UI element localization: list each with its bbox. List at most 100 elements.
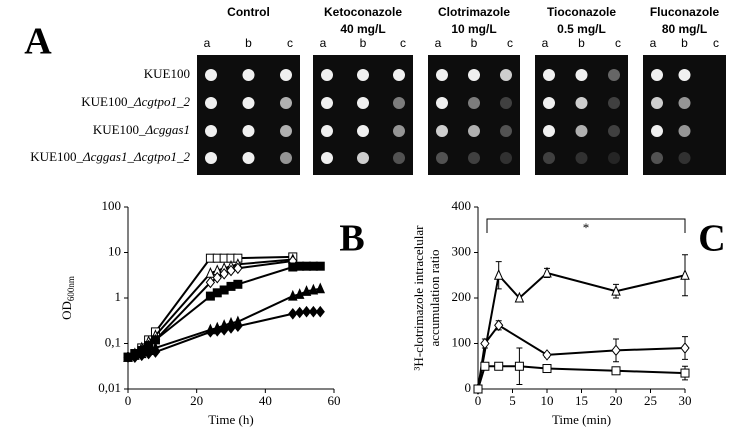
- condition-label: 80 mg/L: [662, 22, 707, 36]
- data-point: [205, 276, 216, 289]
- column-label: c: [287, 36, 293, 50]
- panel-letter: B: [339, 218, 364, 260]
- column-label: b: [681, 36, 688, 50]
- colony-spot: [678, 152, 691, 164]
- x-tick-label: 5: [509, 393, 516, 408]
- colony-spot: [357, 152, 369, 164]
- colony-spot: [543, 152, 555, 164]
- column-label: b: [245, 36, 252, 50]
- colony-spot: [436, 152, 448, 164]
- series-line: [477, 271, 686, 390]
- colony-spot: [205, 97, 217, 109]
- y-axis-label-sub: 600nm: [66, 276, 76, 301]
- y-axis-label: OD600nm: [59, 276, 76, 320]
- x-tick-label: 15: [575, 393, 588, 408]
- strain-label: KUE100_Δcgtpo1_2: [81, 94, 190, 109]
- strain-mutation: Δcggas1: [145, 122, 190, 137]
- data-point: [680, 368, 690, 378]
- data-point: [212, 271, 222, 284]
- condition-label: Fluconazole: [650, 5, 720, 19]
- data-point: [301, 285, 312, 296]
- colony-spot: [242, 69, 255, 81]
- strain-name: KUE100_: [30, 149, 83, 164]
- data-point: [308, 305, 319, 318]
- colony-spot: [500, 125, 512, 137]
- colony-spot: [678, 97, 691, 109]
- strain-mutation: Δcggas1_Δcgtpo1_2: [82, 149, 190, 164]
- x-tick-label: 30: [679, 393, 692, 408]
- data-point: [233, 279, 243, 289]
- panel-letter: C: [698, 218, 725, 260]
- strain-name: KUE100: [144, 66, 190, 81]
- x-tick-label: 60: [328, 393, 341, 408]
- data-point: [301, 305, 312, 318]
- condition-label: 10 mg/L: [451, 22, 496, 36]
- colony-spot: [393, 125, 405, 137]
- data-point: [123, 351, 133, 363]
- colony-spot: [575, 97, 588, 109]
- colony-spot: [543, 69, 555, 81]
- colony-spot: [678, 69, 691, 81]
- y-tick-label: 100: [452, 334, 472, 349]
- strain-label: KUE100_Δcggas1_Δcgtpo1_2: [30, 149, 190, 164]
- strain-label: KUE100: [144, 66, 190, 81]
- data-point: [494, 319, 504, 332]
- y-axis-label-main: OD: [59, 301, 74, 320]
- colony-spot: [651, 97, 663, 109]
- colony-spot: [242, 125, 255, 137]
- column-label: a: [435, 36, 442, 50]
- colony-spot: [393, 97, 405, 109]
- data-point: [295, 306, 305, 319]
- colony-spot: [436, 125, 448, 137]
- condition-label: 0.5 mg/L: [557, 22, 606, 36]
- data-point: [680, 342, 690, 354]
- colony-spot: [543, 125, 555, 137]
- data-point: [288, 289, 298, 301]
- data-point: [219, 268, 229, 280]
- data-point: [205, 326, 216, 338]
- condition-label: Ketoconazole: [324, 5, 402, 19]
- y-tick-label: 0,01: [98, 380, 121, 395]
- colony-spot: [500, 69, 512, 81]
- colony-spot: [321, 69, 333, 81]
- condition-label: 40 mg/L: [340, 22, 385, 36]
- colony-spot: [280, 69, 292, 81]
- data-point: [480, 361, 490, 371]
- colony-spot: [651, 69, 663, 81]
- condition-label: Tioconazole: [547, 5, 616, 19]
- data-point: [233, 262, 243, 275]
- column-label: a: [204, 36, 211, 50]
- y-tick-label: 1: [115, 289, 122, 304]
- colony-spot: [205, 125, 217, 137]
- condition-label: Clotrimazole: [438, 5, 510, 19]
- data-point: [611, 344, 621, 357]
- data-point: [315, 305, 325, 318]
- colony-spot: [205, 69, 217, 81]
- x-tick-label: 0: [475, 393, 482, 408]
- data-point: [308, 283, 319, 295]
- column-label: b: [471, 36, 478, 50]
- significance-bracket: [486, 218, 686, 233]
- x-tick-label: 25: [644, 393, 657, 408]
- column-label: a: [320, 36, 327, 50]
- data-point: [226, 264, 236, 277]
- x-tick-label: 0: [125, 393, 132, 408]
- colony-spot: [678, 125, 691, 137]
- data-point: [680, 269, 690, 280]
- colony-spot: [357, 69, 369, 81]
- data-point: [611, 366, 621, 376]
- y-tick-label: 300: [452, 243, 472, 258]
- colony-spot: [280, 97, 292, 109]
- data-point: [212, 325, 222, 337]
- series-line: [477, 323, 686, 390]
- data-point: [150, 346, 161, 358]
- colony-spot: [575, 69, 588, 81]
- column-label: a: [650, 36, 657, 50]
- colony-spot: [575, 152, 588, 164]
- column-label: c: [615, 36, 621, 50]
- colony-spot: [357, 97, 369, 109]
- colony-spot: [500, 97, 512, 109]
- colony-spot: [608, 69, 620, 81]
- colony-spot: [242, 97, 255, 109]
- data-point: [480, 337, 490, 350]
